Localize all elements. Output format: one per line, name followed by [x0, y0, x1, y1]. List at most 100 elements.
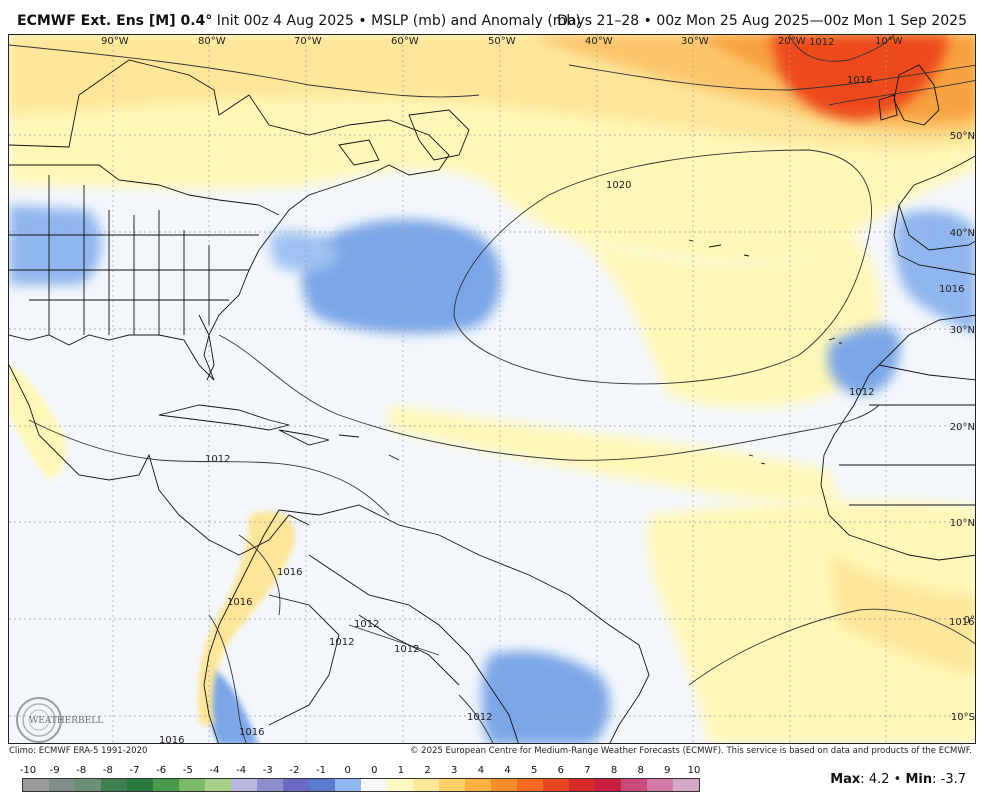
lat-label: 10°N [950, 518, 975, 529]
lat-label: 20°N [950, 422, 975, 433]
isobar-label: 1012 [809, 37, 834, 48]
map-panel: 1012 1016 1020 1012 1016 1016 1016 1012 … [8, 34, 976, 744]
lon-label: 20°W [778, 36, 806, 47]
coastlines [9, 59, 975, 743]
colorbar-swatch [491, 779, 517, 791]
colorbar-swatch [517, 779, 543, 791]
weatherbell-logo: WEATHERBELL [16, 697, 103, 743]
colorbar-tick-label: 1 [397, 765, 405, 776]
colorbar [22, 778, 700, 792]
colorbar-tick-label: 4 [477, 765, 485, 776]
colorbar-tick-label: -8 [76, 765, 87, 776]
isobar-label: 1012 [394, 644, 419, 655]
colorbar-swatch [465, 779, 491, 791]
colorbar-tick-label: -7 [129, 765, 140, 776]
climo-credit: Climo: ECMWF ERA-5 1991-2020 [9, 746, 148, 756]
colorbar-swatch [205, 779, 231, 791]
isobar-label: 1012 [329, 637, 354, 648]
copyright-credit: © 2025 European Centre for Medium-Range … [409, 746, 972, 756]
isobar-label: 1016 [159, 735, 184, 744]
colorbar-tick-label: 2 [424, 765, 431, 776]
colorbar-tick-label: -3 [262, 765, 273, 776]
min-value: -3.7 [940, 772, 966, 787]
isobar-label: 1016 [239, 727, 264, 738]
colorbar-swatch [335, 779, 361, 791]
colorbar-swatch [673, 779, 699, 791]
lon-label: 10°W [875, 36, 903, 47]
logo-text: WEATHERBELL [29, 716, 103, 726]
colorbar-swatch [257, 779, 283, 791]
lon-label: 30°W [681, 36, 709, 47]
isobar-labels: 1012 1016 1020 1012 1016 1016 1016 1012 … [159, 37, 974, 744]
colorbar-tick-label: -2 [289, 765, 300, 776]
lat-label: 0° [964, 615, 975, 626]
field-name: MSLP (mb) and Anomaly (mb) [371, 13, 581, 29]
isobar-label: 1016 [939, 284, 964, 295]
lon-label: 50°W [488, 36, 516, 47]
colorbar-swatch [309, 779, 335, 791]
lon-label: 40°W [585, 36, 613, 47]
isobar-label: 1012 [354, 619, 379, 630]
colorbar-swatch [179, 779, 205, 791]
colorbar-swatch [283, 779, 309, 791]
colorbar-tick-label: -1 [316, 765, 327, 776]
header: ECMWF Ext. Ens [M] 0.4° Init 00z 4 Aug 2… [0, 0, 984, 34]
colorbar-tick-label: 3 [451, 765, 458, 776]
colorbar-swatch [75, 779, 101, 791]
colorbar-tick-label: -4 [209, 765, 220, 776]
colorbar-tick-label: 0 [371, 765, 378, 776]
colorbar-tick-label: -10 [19, 765, 37, 776]
max-min-stats: Max: 4.2 • Min: -3.7 [830, 772, 966, 787]
colorbar-tick-label: 6 [557, 765, 564, 776]
max-label: Max [830, 772, 861, 787]
min-label: Min [905, 772, 933, 787]
colorbar-swatch [543, 779, 569, 791]
latitude-labels: 50°N 40°N 30°N 20°N 10°N 0° 10°S [950, 131, 975, 723]
colorbar-swatch [231, 779, 257, 791]
colorbar-tick-label: -8 [102, 765, 113, 776]
colorbar-swatch [49, 779, 75, 791]
title-sep: • [358, 13, 367, 29]
colorbar-swatch [621, 779, 647, 791]
anomaly-shading [9, 35, 975, 743]
isobar-label: 1012 [849, 387, 874, 398]
isobar-label: 1016 [949, 617, 974, 628]
colorbar-swatch [413, 779, 439, 791]
graticule [9, 35, 975, 743]
colorbar-swatch [387, 779, 413, 791]
colorbar-tick-label: -5 [182, 765, 193, 776]
isobar-label: 1012 [205, 454, 230, 465]
degree-symbol: ° [205, 13, 213, 29]
lat-label: 10°S [951, 712, 975, 723]
colorbar-tick-label: 9 [664, 765, 671, 776]
colorbar-tick-label: 5 [530, 765, 538, 776]
colorbar-tick-label: 7 [584, 765, 591, 776]
isobars [9, 35, 975, 743]
map-title: ECMWF Ext. Ens [M] 0.4° Init 00z 4 Aug 2… [17, 14, 581, 28]
colorbar-tick-label: -6 [156, 765, 167, 776]
isobar-label: 1016 [227, 597, 252, 608]
colorbar-tick-label: -4 [236, 765, 247, 776]
lat-label: 50°N [950, 131, 975, 142]
colorbar-swatch [153, 779, 179, 791]
colorbar-tick-label: 8 [637, 765, 644, 776]
colorbar-swatch [439, 779, 465, 791]
stats-sep: • [893, 772, 902, 787]
init-time: Init 00z 4 Aug 2025 [216, 13, 354, 29]
lon-label: 70°W [294, 36, 322, 47]
colorbar-tick-label: -9 [49, 765, 60, 776]
lat-label: 30°N [950, 325, 975, 336]
colorbar-swatch [127, 779, 153, 791]
model-name: ECMWF Ext. Ens [M] 0.4 [17, 13, 206, 29]
colorbar-swatch [23, 779, 49, 791]
max-value: 4.2 [868, 772, 890, 787]
colorbar-tick-label: 10 [687, 765, 701, 776]
colorbar-swatch [101, 779, 127, 791]
colorbar-tick-label: 0 [344, 765, 351, 776]
colorbar-tick-label: 4 [504, 765, 511, 776]
lon-label: 80°W [198, 36, 226, 47]
colorbar-swatch [361, 779, 387, 791]
colorbar-swatch [595, 779, 621, 791]
colorbar-tick-label: 8 [610, 765, 618, 776]
isobar-label: 1020 [606, 180, 631, 191]
